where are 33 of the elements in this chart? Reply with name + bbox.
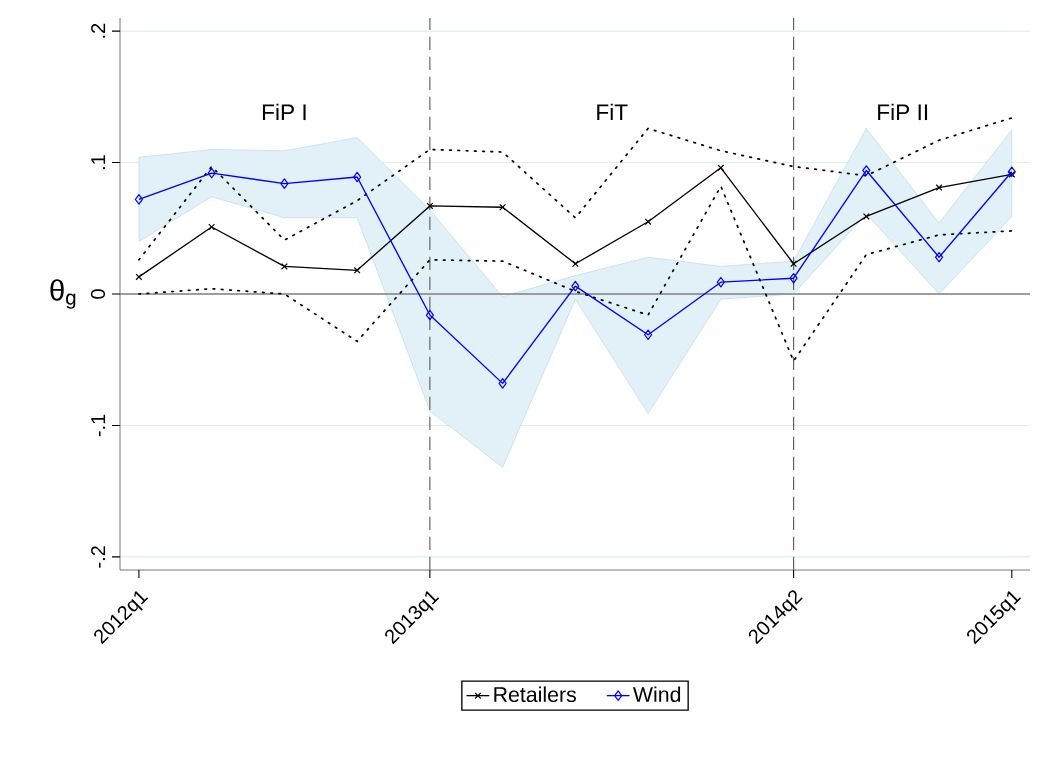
point	[716, 276, 725, 288]
point	[790, 260, 798, 268]
y-tick-label: -.1	[91, 414, 106, 437]
point	[789, 272, 798, 284]
point	[862, 213, 870, 220]
legend-label: Retailers	[494, 686, 576, 703]
point	[499, 203, 507, 211]
point	[862, 165, 871, 176]
point	[280, 178, 289, 189]
point	[208, 223, 216, 231]
point	[498, 378, 507, 389]
y-axis-title: θ$_{g}$	[50, 279, 76, 309]
point	[134, 194, 144, 205]
point	[644, 329, 653, 341]
point	[571, 260, 579, 268]
annotation: FiP II	[878, 103, 928, 121]
point	[353, 171, 362, 183]
annotation: FiP I	[262, 103, 306, 121]
point	[935, 184, 943, 191]
annotation: FiT	[597, 103, 628, 121]
y-tick-label: .1	[91, 155, 106, 170]
legend-label: Wind	[632, 686, 681, 703]
line-series	[138, 185, 1013, 362]
y-tick-label: 0	[90, 289, 106, 299]
point	[644, 218, 652, 226]
point	[425, 309, 434, 321]
point	[934, 251, 944, 263]
y-tick-label: .2	[91, 23, 106, 38]
point	[1007, 166, 1016, 178]
point	[571, 280, 580, 292]
point	[353, 266, 361, 274]
y-tick-label: -.2	[91, 546, 106, 568]
point	[207, 167, 216, 179]
